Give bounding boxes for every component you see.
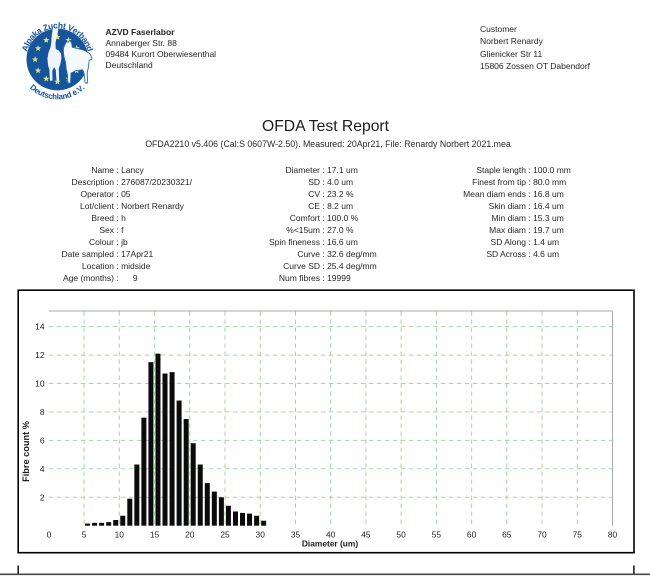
svg-text:55: 55 bbox=[432, 530, 442, 540]
svg-text:u: u bbox=[36, 88, 45, 98]
svg-text:4: 4 bbox=[40, 464, 45, 474]
svg-text:l: l bbox=[57, 92, 59, 101]
svg-text:l: l bbox=[22, 41, 32, 48]
svg-text:.: . bbox=[79, 83, 87, 91]
svg-text:a: a bbox=[58, 92, 64, 101]
svg-text:20: 20 bbox=[185, 530, 195, 540]
svg-text:75: 75 bbox=[573, 530, 583, 540]
svg-text:e: e bbox=[71, 87, 80, 97]
svg-text:b: b bbox=[77, 30, 88, 41]
svg-text:80: 80 bbox=[608, 530, 618, 540]
svg-text:Fibre count %: Fibre count % bbox=[21, 421, 31, 482]
svg-text:35: 35 bbox=[291, 530, 301, 540]
svg-text:h: h bbox=[57, 20, 63, 30]
svg-text:h: h bbox=[52, 92, 58, 101]
svg-text:8: 8 bbox=[40, 407, 45, 417]
svg-text:n: n bbox=[82, 39, 93, 48]
svg-text:2: 2 bbox=[40, 492, 45, 502]
svg-text:a: a bbox=[80, 35, 91, 45]
svg-text:14: 14 bbox=[35, 322, 45, 332]
svg-text:V: V bbox=[75, 84, 85, 95]
svg-text:0: 0 bbox=[47, 530, 52, 540]
svg-text:5: 5 bbox=[82, 530, 87, 540]
svg-text:.: . bbox=[74, 87, 81, 96]
svg-text:t: t bbox=[41, 90, 47, 99]
svg-text:45: 45 bbox=[361, 530, 371, 540]
svg-text:e: e bbox=[33, 86, 42, 96]
svg-text:d: d bbox=[65, 90, 73, 100]
svg-text:u: u bbox=[47, 21, 54, 32]
svg-text:A: A bbox=[19, 44, 30, 53]
svg-text:10: 10 bbox=[115, 530, 125, 540]
svg-text:c: c bbox=[53, 20, 59, 30]
svg-text:V: V bbox=[66, 22, 75, 34]
svg-text:Diameter (um): Diameter (um) bbox=[302, 539, 359, 549]
svg-text:25: 25 bbox=[220, 530, 230, 540]
svg-text:c: c bbox=[47, 91, 54, 101]
svg-text:a: a bbox=[26, 32, 37, 42]
svg-text:50: 50 bbox=[396, 530, 406, 540]
svg-text:D: D bbox=[28, 83, 38, 94]
svg-text:t: t bbox=[62, 21, 67, 31]
svg-text:r: r bbox=[74, 28, 83, 38]
svg-text:65: 65 bbox=[502, 530, 512, 540]
svg-text:30: 30 bbox=[256, 530, 266, 540]
svg-text:Z: Z bbox=[41, 22, 49, 33]
svg-text:15: 15 bbox=[150, 530, 160, 540]
svg-text:70: 70 bbox=[537, 530, 547, 540]
svg-text:s: s bbox=[43, 90, 50, 100]
svg-text:6: 6 bbox=[40, 435, 45, 445]
svg-text:e: e bbox=[71, 25, 81, 36]
svg-text:40: 40 bbox=[326, 530, 336, 540]
svg-text:p: p bbox=[23, 36, 34, 46]
svg-text:12: 12 bbox=[35, 350, 45, 360]
svg-text:n: n bbox=[62, 91, 69, 101]
svg-text:60: 60 bbox=[467, 530, 477, 540]
svg-text:a: a bbox=[34, 25, 44, 36]
svg-text:d: d bbox=[84, 45, 95, 53]
svg-text:10: 10 bbox=[35, 379, 45, 389]
svg-text:k: k bbox=[30, 28, 40, 39]
